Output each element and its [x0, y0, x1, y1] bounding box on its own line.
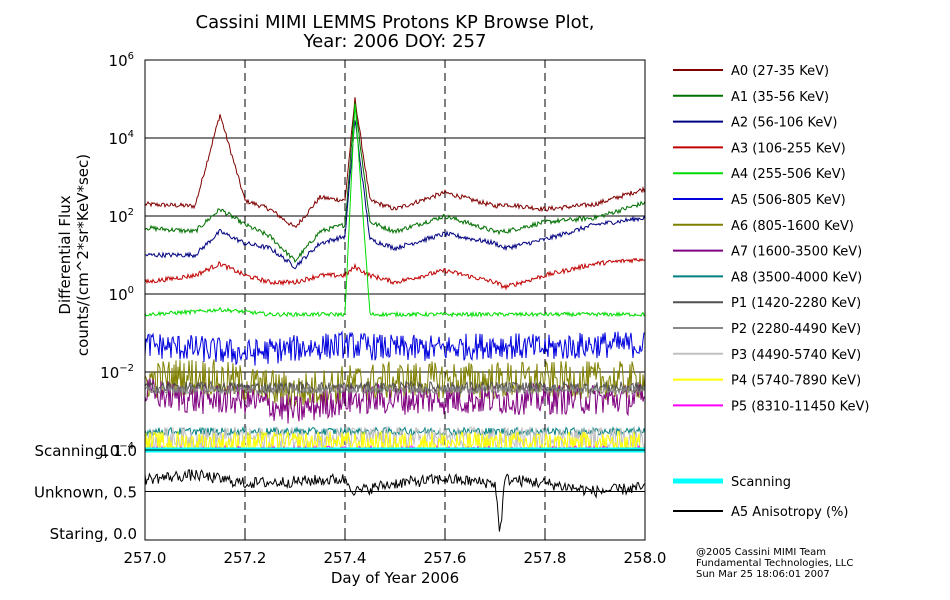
plot-frames	[144, 59, 646, 541]
y-tick-label: 104	[109, 129, 134, 148]
legend-label: A6 (805-1600 KeV)	[731, 219, 854, 234]
y-axis-units: counts/(cm^2*sr*KeV*sec)	[74, 154, 92, 356]
x-tick-label: 257.2	[224, 549, 267, 567]
legend-label: P3 (4490-5740 KeV)	[731, 348, 861, 363]
x-tick-label: 257.4	[324, 549, 367, 567]
legend-label: A1 (35-56 KeV)	[731, 90, 829, 105]
legend-label: P1 (1420-2280 KeV)	[731, 296, 861, 311]
anisotropy-line	[144, 469, 646, 532]
legend: A0 (27-35 KeV) A1 (35-56 KeV) A2 (56-106 K…	[673, 64, 869, 520]
y-axis-label: Differential Flux	[56, 195, 74, 314]
legend-label: A5 (506-805 KeV)	[731, 193, 846, 208]
series-line-11	[144, 425, 646, 452]
y-tick-label: 102	[109, 207, 134, 226]
legend-label: A2 (56-106 KeV)	[731, 116, 837, 131]
x-tick-label: 258.0	[624, 549, 667, 567]
lower-y-tick-label: Staring, 0.0	[50, 525, 137, 543]
y-tick-label: 100	[109, 285, 134, 304]
series-line-2	[145, 120, 646, 270]
footer-company: Fundamental Technologies, LLC	[696, 558, 853, 569]
legend-label: A7 (1600-3500 KeV)	[731, 245, 862, 260]
legend-label: A8 (3500-4000 KeV)	[731, 270, 862, 285]
x-axis-label: Day of Year 2006	[331, 569, 459, 587]
series-line-6	[144, 359, 646, 409]
series-line-12	[144, 430, 646, 452]
legend-label: A3 (106-255 KeV)	[731, 141, 846, 156]
x-tick-label: 257.6	[424, 549, 467, 567]
flux-series	[144, 97, 646, 452]
lower-y-tick-label: Unknown, 0.5	[34, 484, 137, 502]
series-line-1	[144, 102, 646, 263]
y-tick-label: 106	[109, 51, 134, 70]
footer-timestamp: Sun Mar 25 18:06:01 2007	[696, 569, 830, 580]
legend-label: P5 (8310-11450 KeV)	[731, 399, 869, 414]
legend-label: A0 (27-35 KeV)	[731, 64, 829, 79]
lower-y-tick-label: Scanning, 1.0	[34, 442, 137, 460]
series-line-0	[144, 97, 646, 229]
x-tick-label: 257.8	[524, 549, 567, 567]
x-tick-label: 257.0	[124, 549, 167, 567]
legend-label: A4 (255-506 KeV)	[731, 167, 846, 182]
series-line-5	[144, 330, 646, 366]
footer-copyright: @2005 Cassini MIMI Team	[696, 547, 826, 558]
legend-label-lower: A5 Anisotropy (%)	[731, 505, 848, 520]
legend-label: P4 (5740-7890 KeV)	[731, 374, 861, 389]
legend-label: P2 (2280-4490 KeV)	[731, 322, 861, 337]
lower-panel-frame	[144, 449, 646, 541]
y-tick-label: 10−2	[100, 363, 134, 382]
chart-subtitle: Year: 2006 DOY: 257	[303, 31, 487, 52]
legend-label-lower: Scanning	[731, 475, 791, 490]
chart-title: Cassini MIMI LEMMS Protons KP Browse Plo…	[196, 12, 595, 33]
gridlines	[145, 60, 645, 540]
anisotropy-series	[144, 447, 646, 532]
series-line-10	[144, 384, 646, 396]
series-line-4	[144, 103, 646, 318]
y-tick-label: 10−4	[100, 441, 134, 460]
series-line-3	[144, 257, 646, 291]
